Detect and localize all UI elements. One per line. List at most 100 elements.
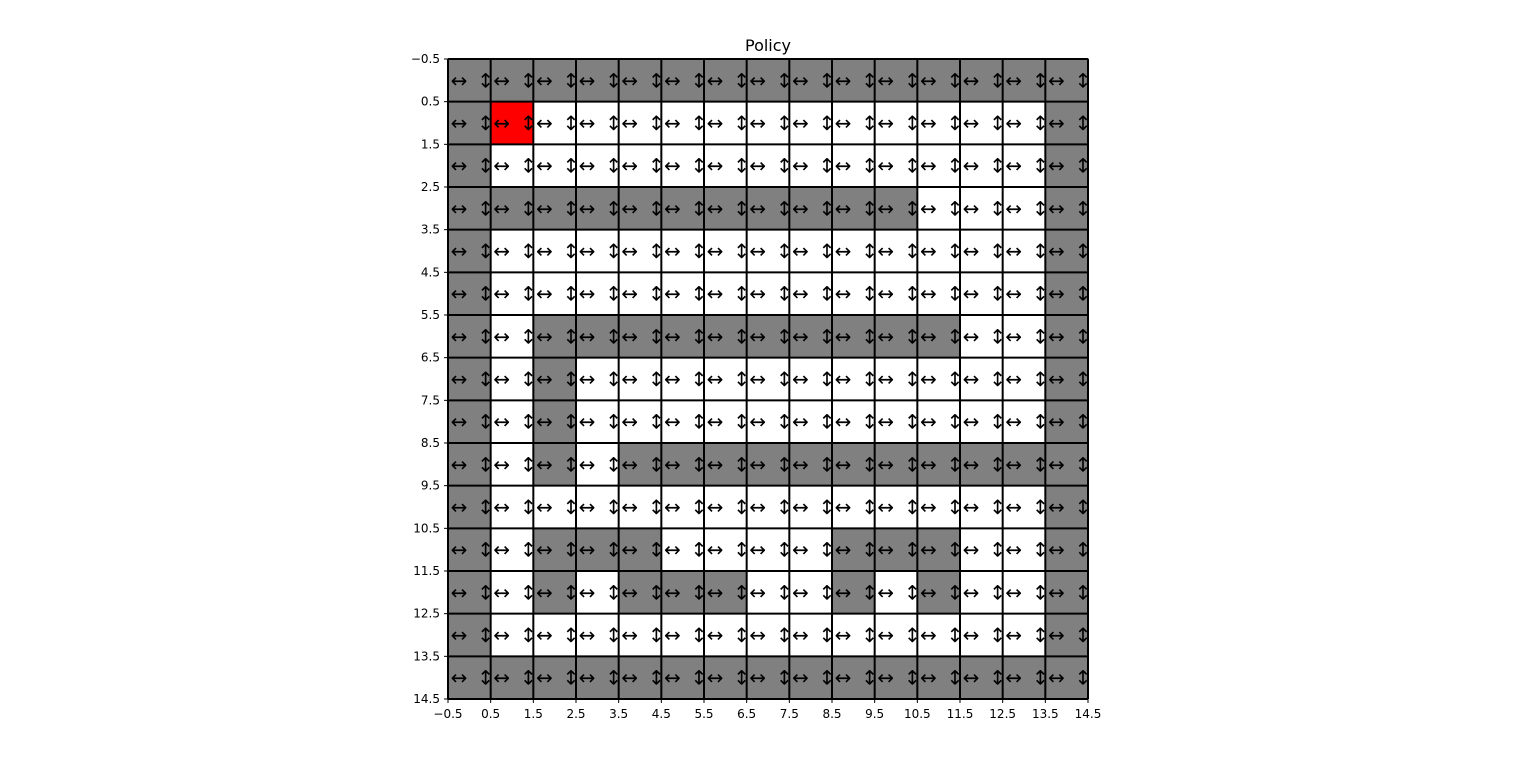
- policy-arrow-vertical-r14-c13: ↕: [1032, 666, 1049, 690]
- policy-arrow-horizontal-r5-c3: ↔: [579, 282, 596, 306]
- policy-arrow-vertical-r6-c8: ↕: [819, 324, 836, 348]
- policy-arrow-vertical-r13-c4: ↕: [648, 623, 665, 647]
- grid-cell-r12-c3: [576, 571, 619, 614]
- grid-cell-r2-c4: [618, 144, 662, 187]
- policy-arrow-horizontal-r7-c13: ↔: [1005, 367, 1022, 391]
- policy-arrow-horizontal-r0-c6: ↔: [707, 68, 724, 92]
- grid-cell-r12-c6: [704, 571, 747, 614]
- policy-arrow-vertical-r4-c2: ↕: [563, 239, 580, 263]
- policy-arrow-horizontal-r6-c7: ↔: [749, 324, 766, 348]
- policy-arrow-vertical-r6-c5: ↕: [691, 324, 708, 348]
- policy-arrow-horizontal-r11-c10: ↔: [877, 538, 894, 562]
- grid-cell-r8-c5: [661, 400, 704, 443]
- grid-cell-r2-c1: [490, 144, 534, 187]
- grid-cell-r5-c9: [832, 272, 875, 315]
- policy-arrow-horizontal-r8-c1: ↔: [493, 410, 510, 434]
- grid-cell-r5-c5: [661, 272, 704, 315]
- policy-arrow-vertical-r9-c2: ↕: [563, 452, 580, 476]
- policy-arrow-vertical-r8-c3: ↕: [605, 410, 622, 434]
- policy-arrow-vertical-r0-c11: ↕: [947, 68, 964, 92]
- policy-arrow-vertical-r4-c13: ↕: [1032, 239, 1049, 263]
- grid-cell-r9-c7: [746, 443, 790, 486]
- grid-cell-r10-c4: [618, 485, 662, 529]
- grid-cell-r5-c4: [618, 272, 662, 315]
- policy-arrow-horizontal-r4-c2: ↔: [536, 239, 553, 263]
- policy-arrow-horizontal-r10-c6: ↔: [707, 495, 724, 519]
- policy-arrow-vertical-r6-c2: ↕: [563, 324, 580, 348]
- policy-arrow-vertical-r12-c7: ↕: [776, 580, 793, 604]
- grid-cell-r5-c14: [1045, 272, 1088, 315]
- y-tick-label-3: 2.5: [421, 180, 440, 194]
- policy-arrow-horizontal-r7-c10: ↔: [877, 367, 894, 391]
- grid-cell-r0-c0: [448, 59, 491, 102]
- policy-arrow-horizontal-r1-c1: ↔: [493, 111, 510, 135]
- policy-arrow-horizontal-r12-c14: ↔: [1048, 580, 1065, 604]
- policy-arrow-vertical-r11-c10: ↕: [904, 538, 921, 562]
- policy-arrow-vertical-r0-c14: ↕: [1075, 68, 1092, 92]
- grid-cell-r0-c13: [1002, 59, 1046, 102]
- grid-cell-r13-c10: [874, 613, 918, 657]
- policy-arrow-horizontal-r3-c6: ↔: [707, 196, 724, 220]
- y-tick-label-14: 13.5: [413, 649, 440, 663]
- policy-arrow-horizontal-r8-c3: ↔: [579, 410, 596, 434]
- grid-cell-r6-c6: [704, 315, 747, 358]
- policy-arrow-vertical-r2-c11: ↕: [947, 154, 964, 178]
- policy-arrow-horizontal-r14-c2: ↔: [536, 666, 553, 690]
- grid-cell-r2-c7: [746, 144, 790, 187]
- policy-arrow-vertical-r4-c4: ↕: [648, 239, 665, 263]
- policy-arrow-vertical-r12-c6: ↕: [733, 580, 750, 604]
- policy-arrow-horizontal-r14-c11: ↔: [920, 666, 937, 690]
- grid-cell-r5-c6: [704, 272, 747, 315]
- policy-arrow-vertical-r3-c3: ↕: [605, 196, 622, 220]
- policy-arrow-horizontal-r10-c3: ↔: [579, 495, 596, 519]
- policy-arrow-horizontal-r7-c9: ↔: [835, 367, 852, 391]
- y-tick-label-13: 12.5: [413, 607, 440, 621]
- grid-cell-r13-c14: [1045, 613, 1088, 657]
- policy-arrow-vertical-r4-c0: ↕: [477, 239, 494, 263]
- policy-arrow-vertical-r0-c4: ↕: [648, 68, 665, 92]
- policy-arrow-vertical-r8-c1: ↕: [520, 410, 537, 434]
- policy-arrow-vertical-r14-c5: ↕: [691, 666, 708, 690]
- policy-arrow-horizontal-r4-c8: ↔: [792, 239, 809, 263]
- grid-cell-r1-c3: [576, 101, 619, 145]
- policy-arrow-vertical-r8-c7: ↕: [776, 410, 793, 434]
- grid-cell-r10-c11: [917, 485, 960, 529]
- policy-arrow-horizontal-r9-c2: ↔: [536, 452, 553, 476]
- policy-arrow-horizontal-r3-c2: ↔: [536, 196, 553, 220]
- grid-cell-r4-c1: [490, 229, 534, 273]
- grid-cell-r12-c1: [490, 571, 534, 614]
- grid-cell-r11-c10: [874, 528, 918, 571]
- policy-arrow-horizontal-r11-c5: ↔: [664, 538, 681, 562]
- x-tick-label-13: 12.5: [989, 707, 1016, 721]
- policy-arrow-vertical-r11-c4: ↕: [648, 538, 665, 562]
- policy-arrow-vertical-r11-c6: ↕: [733, 538, 750, 562]
- policy-arrow-vertical-r10-c12: ↕: [989, 495, 1006, 519]
- policy-arrow-horizontal-r14-c1: ↔: [493, 666, 510, 690]
- x-tick-label-4: 3.5: [609, 707, 628, 721]
- grid-cell-r4-c10: [874, 229, 918, 273]
- grid-cell-r8-c10: [874, 400, 918, 443]
- grid-cell-r4-c3: [576, 229, 619, 273]
- policy-arrow-vertical-r10-c11: ↕: [947, 495, 964, 519]
- grid-cell-r6-c4: [618, 315, 662, 358]
- policy-arrow-vertical-r2-c10: ↕: [904, 154, 921, 178]
- policy-arrow-horizontal-r13-c6: ↔: [707, 623, 724, 647]
- policy-arrow-vertical-r9-c5: ↕: [691, 452, 708, 476]
- policy-arrow-horizontal-r10-c0: ↔: [451, 495, 468, 519]
- grid-cell-r0-c1: [490, 59, 534, 102]
- policy-arrow-vertical-r10-c7: ↕: [776, 495, 793, 519]
- policy-arrow-vertical-r3-c8: ↕: [819, 196, 836, 220]
- policy-arrow-vertical-r13-c2: ↕: [563, 623, 580, 647]
- policy-arrow-horizontal-r2-c1: ↔: [493, 154, 510, 178]
- grid-cell-r6-c2: [533, 315, 576, 358]
- policy-arrow-vertical-r13-c10: ↕: [904, 623, 921, 647]
- policy-arrow-horizontal-r6-c0: ↔: [451, 324, 468, 348]
- policy-arrow-vertical-r6-c0: ↕: [477, 324, 494, 348]
- grid-cell-r3-c3: [576, 187, 619, 230]
- policy-arrow-vertical-r3-c5: ↕: [691, 196, 708, 220]
- policy-arrow-vertical-r14-c14: ↕: [1075, 666, 1092, 690]
- grid-cell-r9-c3: [576, 443, 619, 486]
- policy-arrow-vertical-r4-c7: ↕: [776, 239, 793, 263]
- policy-arrow-horizontal-r11-c11: ↔: [920, 538, 937, 562]
- policy-arrow-horizontal-r4-c14: ↔: [1048, 239, 1065, 263]
